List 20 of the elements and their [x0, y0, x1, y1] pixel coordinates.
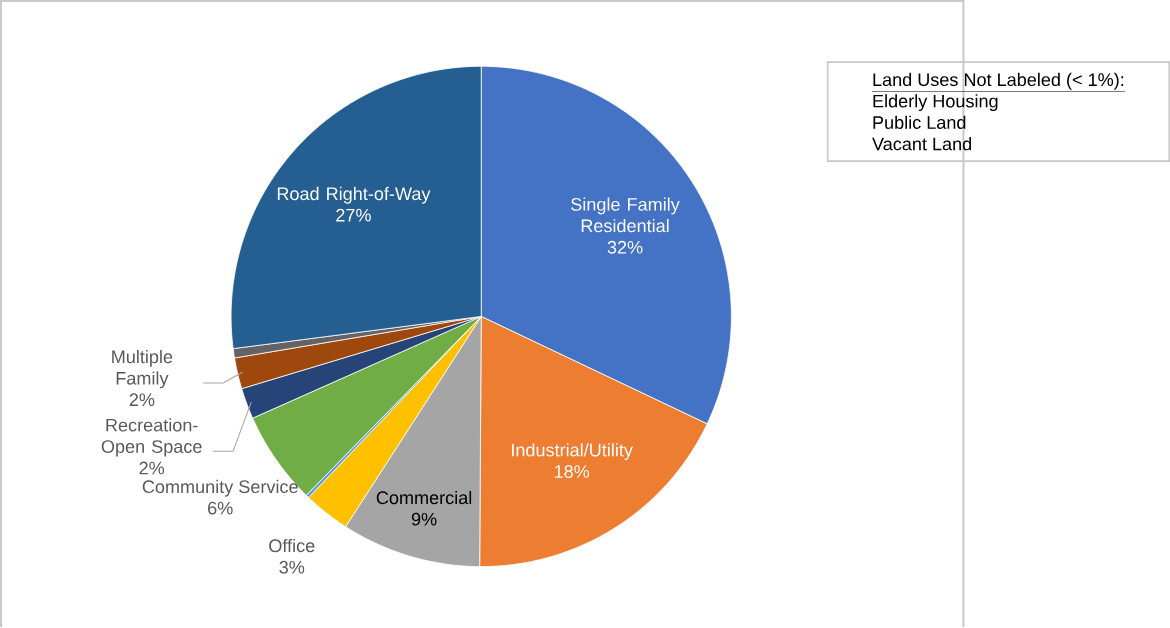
- slice-label: Single Family Residential: [571, 197, 680, 233]
- text: Vacant Land: [872, 137, 972, 151]
- slice-label: Recreation-Open Space: [101, 418, 202, 457]
- data-label: 9%: [411, 512, 437, 526]
- slice-label: Community Service: [142, 479, 298, 497]
- data-label: 2%: [139, 461, 165, 475]
- data-label: 18%: [554, 465, 590, 478]
- text: Elderly Housing: [873, 94, 998, 112]
- slice-label: Office: [269, 538, 315, 553]
- data-label: 27%: [336, 208, 371, 222]
- data-label: 32%: [607, 240, 643, 254]
- data-label: 6%: [208, 501, 233, 515]
- data-label: 2%: [129, 393, 155, 407]
- data-label: 3%: [279, 560, 305, 574]
- slice-label: Multiple Family: [112, 349, 173, 389]
- slice-label: Commercial: [376, 490, 472, 505]
- text: Land Uses Not Labeled (< 1%):: [873, 72, 1124, 90]
- text: Public Land: [873, 115, 966, 129]
- slice-label: Industrial/Utility: [511, 443, 633, 461]
- slice-label: Road Right-of-Way: [277, 186, 431, 204]
